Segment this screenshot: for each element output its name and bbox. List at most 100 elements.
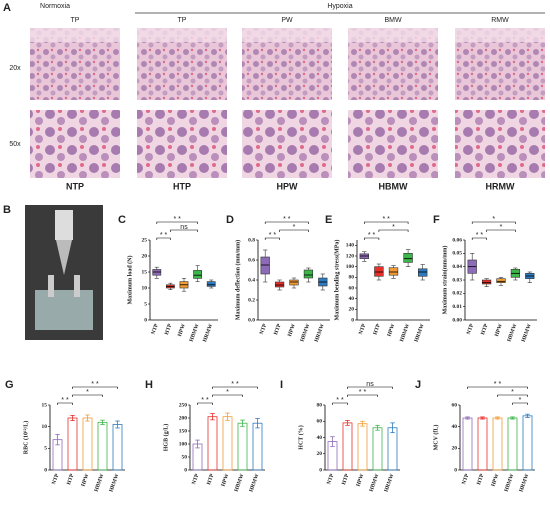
micrograph — [242, 110, 332, 178]
x-tick-label: HTP — [206, 472, 216, 485]
bar — [222, 416, 233, 471]
box — [496, 278, 506, 283]
x-tick-label: NTP — [461, 472, 471, 485]
significance-label: * * — [283, 216, 291, 223]
y-tick-label: 120 — [346, 253, 355, 259]
x-tick-label: HTP — [341, 472, 351, 485]
y-tick-label: 0 — [319, 467, 322, 473]
significance-label: * * — [201, 397, 209, 404]
x-tick-label: HTP — [273, 322, 283, 335]
photo-part — [35, 290, 93, 330]
x-tick-label: HRMW — [248, 473, 260, 493]
x-tick-label: NTP — [51, 472, 61, 485]
y-tick-label: 250 — [179, 402, 188, 408]
box — [260, 256, 270, 275]
bar — [522, 415, 533, 471]
bar — [357, 423, 368, 471]
y-tick-label: 15 — [142, 269, 148, 275]
y-tick-label: 0 — [351, 317, 354, 323]
bar — [252, 422, 263, 471]
micrograph — [348, 110, 438, 178]
y-tick-label: 0 — [144, 317, 147, 323]
significance-label: * * — [269, 232, 277, 239]
bar — [67, 417, 78, 471]
x-tick-label: NTP — [150, 322, 160, 335]
y-axis-title: Maximum deflection (mm/mm) — [234, 240, 241, 320]
significance-bracket — [497, 394, 528, 397]
bar — [507, 417, 518, 471]
significance-bracket — [364, 237, 380, 240]
y-tick-label: 50 — [182, 454, 188, 460]
x-tick-label: HTP — [372, 322, 382, 335]
significance-label: * * — [173, 216, 181, 223]
y-tick-label: 80 — [349, 275, 355, 281]
column-label: RMW — [491, 17, 509, 24]
significance-label: * * — [476, 232, 484, 239]
x-tick-label: HBMW — [189, 323, 201, 343]
significance-label: ns — [366, 381, 374, 388]
column-label: BMW — [384, 17, 402, 24]
y-axis-title: MCV (fL) — [432, 425, 439, 451]
y-tick-label: 10 — [142, 285, 148, 291]
box — [388, 267, 399, 276]
x-tick-label: NTP — [358, 322, 368, 335]
y-tick-label: 5 — [44, 446, 47, 452]
panel-label: F — [433, 214, 440, 226]
micrograph — [242, 28, 332, 42]
significance-bracket — [264, 221, 309, 224]
box — [193, 270, 202, 279]
box — [403, 253, 413, 263]
y-tick-label: 100 — [346, 264, 355, 270]
bar — [492, 417, 503, 471]
significance-label: * * — [368, 232, 376, 239]
significance-label: * — [86, 389, 89, 396]
x-tick-label: HTP — [476, 472, 486, 485]
significance-bracket — [467, 386, 528, 389]
significance-label: * * — [359, 389, 367, 396]
box — [274, 281, 285, 288]
significance-bracket — [347, 386, 393, 389]
y-tick-label: 20 — [452, 446, 458, 452]
panel-label: D — [226, 214, 234, 226]
y-tick-label: 140 — [346, 243, 355, 249]
column-label: TP — [71, 17, 80, 24]
panel-label: H — [145, 379, 153, 391]
panel-label: E — [325, 214, 332, 226]
box — [303, 269, 314, 279]
x-tick-label: HBMW — [399, 323, 411, 343]
significance-label: * * — [382, 216, 390, 223]
x-tick-label: HRMW — [108, 473, 120, 493]
significance-bracket — [212, 386, 258, 389]
column-label: PW — [281, 17, 293, 24]
significance-bracket — [156, 221, 198, 224]
y-tick-label: 20 — [142, 253, 148, 259]
x-tick-label: HTP — [480, 322, 490, 335]
bar — [477, 417, 488, 471]
y-tick-label: 40 — [317, 435, 323, 441]
group-name: HTP — [173, 181, 191, 191]
significance-label: * — [293, 224, 296, 231]
x-tick-label: HPW — [490, 473, 500, 488]
y-axis-title: Maximum strain(mm/mm) — [441, 246, 448, 315]
significance-label: * — [392, 224, 395, 231]
y-tick-label: 0 — [184, 467, 187, 473]
bar — [372, 427, 383, 471]
x-tick-label: HBMW — [299, 323, 311, 343]
y-tick-label: 0.2 — [248, 297, 255, 303]
significance-label: * — [492, 216, 495, 223]
significance-bracket — [57, 402, 73, 405]
panel-label: I — [280, 379, 283, 391]
significance-label: * — [226, 389, 229, 396]
box — [206, 281, 216, 287]
y-tick-label: 20 — [349, 307, 355, 313]
x-tick-label: HBMW — [234, 473, 246, 493]
panel-label: C — [118, 214, 126, 226]
y-tick-label: 0.05 — [452, 251, 462, 257]
significance-label: * — [511, 389, 514, 396]
y-tick-label: 60 — [349, 285, 355, 291]
y-tick-label: 0 — [44, 467, 47, 473]
y-tick-label: 0.03 — [452, 277, 462, 283]
y-tick-label: 0.02 — [452, 291, 462, 297]
x-tick-label: HRMW — [518, 473, 530, 493]
